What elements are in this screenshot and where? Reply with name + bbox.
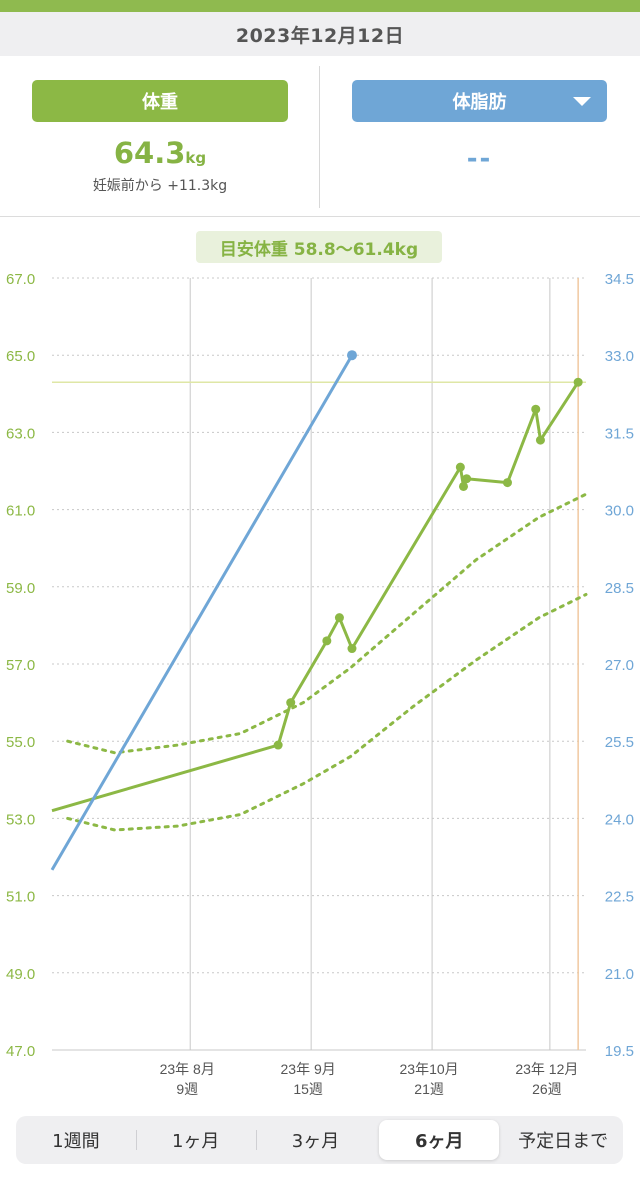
- weight-data-point: [455, 462, 465, 472]
- weight-data-point: [535, 435, 545, 445]
- fat-tab-label: 体脂肪: [452, 92, 507, 113]
- guide-weight-label: 目安体重 58.8～61.4kg: [219, 239, 419, 260]
- y-left-tick-label: 57.0: [6, 657, 35, 674]
- y-right-tick-label: 34.5: [605, 271, 634, 288]
- weight-diff-text: 妊娠前から +11.3kg: [92, 178, 228, 194]
- y-left-tick-label: 53.0: [6, 811, 35, 828]
- chevron-down-icon: [573, 97, 591, 106]
- weight-data-point: [502, 478, 512, 488]
- x-tick-month-label: 23年 8月: [160, 1061, 215, 1077]
- range-tab-3[interactable]: 6ヶ月: [379, 1120, 500, 1160]
- y-left-tick-label: 61.0: [6, 503, 35, 520]
- y-right-tick-label: 25.5: [605, 734, 634, 751]
- fat-tab-dropdown[interactable]: 体脂肪: [352, 80, 607, 122]
- x-tick-week-label: 21週: [414, 1081, 444, 1097]
- date-header: 2023年12月12日: [0, 12, 640, 56]
- y-right-tick-label: 30.0: [605, 503, 634, 520]
- y-left-tick-label: 51.0: [6, 889, 35, 906]
- weight-data-point: [531, 404, 541, 414]
- y-left-tick-label: 47.0: [6, 1043, 35, 1060]
- y-right-tick-label: 24.0: [605, 811, 634, 828]
- weight-value: 64.3kg: [32, 136, 288, 170]
- weight-data-point: [347, 644, 357, 654]
- y-left-tick-label: 67.0: [6, 271, 35, 288]
- range-tab-2[interactable]: 3ヶ月: [255, 1120, 376, 1160]
- x-tick-week-label: 26週: [532, 1081, 562, 1097]
- y-left-tick-label: 63.0: [6, 425, 35, 442]
- top-accent-bar: [0, 0, 640, 12]
- weight-tab-label: 体重: [142, 92, 178, 113]
- weight-tab-button[interactable]: 体重: [32, 80, 288, 122]
- weight-data-point: [334, 613, 344, 623]
- weight-data-point: [462, 474, 472, 484]
- y-right-tick-label: 31.5: [605, 425, 634, 442]
- weight-data-point: [273, 740, 283, 750]
- upper-guide-line: [66, 492, 588, 755]
- y-right-tick-label: 21.0: [605, 966, 634, 983]
- range-tab-1[interactable]: 1ヶ月: [135, 1120, 256, 1160]
- fat-data-point: [346, 350, 357, 361]
- x-tick-month-label: 23年10月: [400, 1061, 459, 1077]
- weight-series-line: [51, 381, 580, 813]
- weight-data-point: [286, 698, 296, 708]
- date-label: 2023年12月12日: [235, 24, 405, 47]
- y-left-tick-label: 49.0: [6, 966, 35, 983]
- range-selector: 1週間 1ヶ月 3ヶ月 6ヶ月 予定日まで: [16, 1116, 623, 1164]
- weight-data-point: [458, 481, 468, 491]
- range-tab-4[interactable]: 予定日まで: [518, 1131, 609, 1152]
- summary-panel: 体重 64.3kg 妊娠前から +11.3kg 体脂肪 --: [0, 56, 640, 217]
- fat-series-line: [50, 354, 354, 871]
- y-left-tick-label: 55.0: [6, 734, 35, 751]
- weight-data-point: [322, 636, 332, 646]
- y-left-tick-label: 59.0: [6, 580, 35, 597]
- lower-guide-line: [66, 593, 588, 832]
- range-tab-0[interactable]: 1週間: [52, 1131, 100, 1152]
- weight-data-point: [573, 377, 583, 387]
- y-right-tick-label: 22.5: [605, 889, 634, 906]
- x-tick-month-label: 23年 12月: [515, 1061, 578, 1077]
- weight-number: 64.3: [113, 136, 186, 170]
- weight-unit: kg: [185, 149, 207, 167]
- y-right-tick-label: 27.0: [605, 657, 634, 674]
- fat-value: --: [466, 144, 493, 174]
- weight-chart[interactable]: 67.0 34.5 65.0 33.0 63.0 31.5 61.0 30.0 59.0 28.5…: [0, 0, 640, 1110]
- y-left-tick-label: 65.0: [6, 348, 35, 365]
- x-tick-month-label: 23年 9月: [281, 1061, 336, 1077]
- x-tick-week-label: 15週: [293, 1081, 323, 1097]
- y-right-tick-label: 28.5: [605, 580, 634, 597]
- y-right-tick-label: 19.5: [605, 1043, 634, 1060]
- y-right-tick-label: 33.0: [605, 348, 634, 365]
- guide-weight-badge: 目安体重 58.8～61.4kg: [196, 231, 442, 263]
- x-tick-week-label: 9週: [176, 1081, 198, 1097]
- summary-divider: [319, 66, 320, 208]
